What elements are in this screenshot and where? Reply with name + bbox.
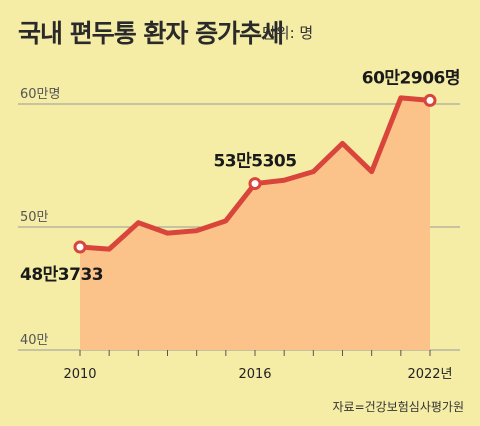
data-point-marker: [423, 93, 437, 107]
data-point-marker: [73, 240, 87, 254]
y-tick-label: 40만: [20, 333, 49, 348]
data-point-marker: [248, 177, 262, 191]
chart-title: 국내 편두통 환자 증가추세: [18, 19, 284, 48]
data-label: 48만3733: [20, 265, 103, 285]
y-axis-ticks: 40만 50만 60만명: [20, 87, 60, 348]
x-tick-label: 2022년: [407, 367, 452, 382]
x-tick-label: 2010: [63, 367, 96, 382]
data-label: 60만2906명: [362, 68, 460, 88]
area-fill-path: [80, 97, 430, 350]
x-tick-label: 2016: [238, 367, 271, 382]
data-labels: 48만3733 53만5305 60만2906명: [20, 68, 461, 285]
markers: [73, 93, 437, 254]
y-tick-label: 60만명: [20, 87, 60, 102]
source-note: 자료=건강보험심사평가원: [332, 400, 465, 414]
x-axis-ticks: 2010 2016 2022년: [63, 350, 453, 382]
data-label: 53만5305: [213, 152, 296, 172]
unit-label: 단위: 명: [262, 24, 314, 42]
area-fill: [80, 97, 430, 350]
y-tick-label: 50만: [20, 210, 49, 225]
